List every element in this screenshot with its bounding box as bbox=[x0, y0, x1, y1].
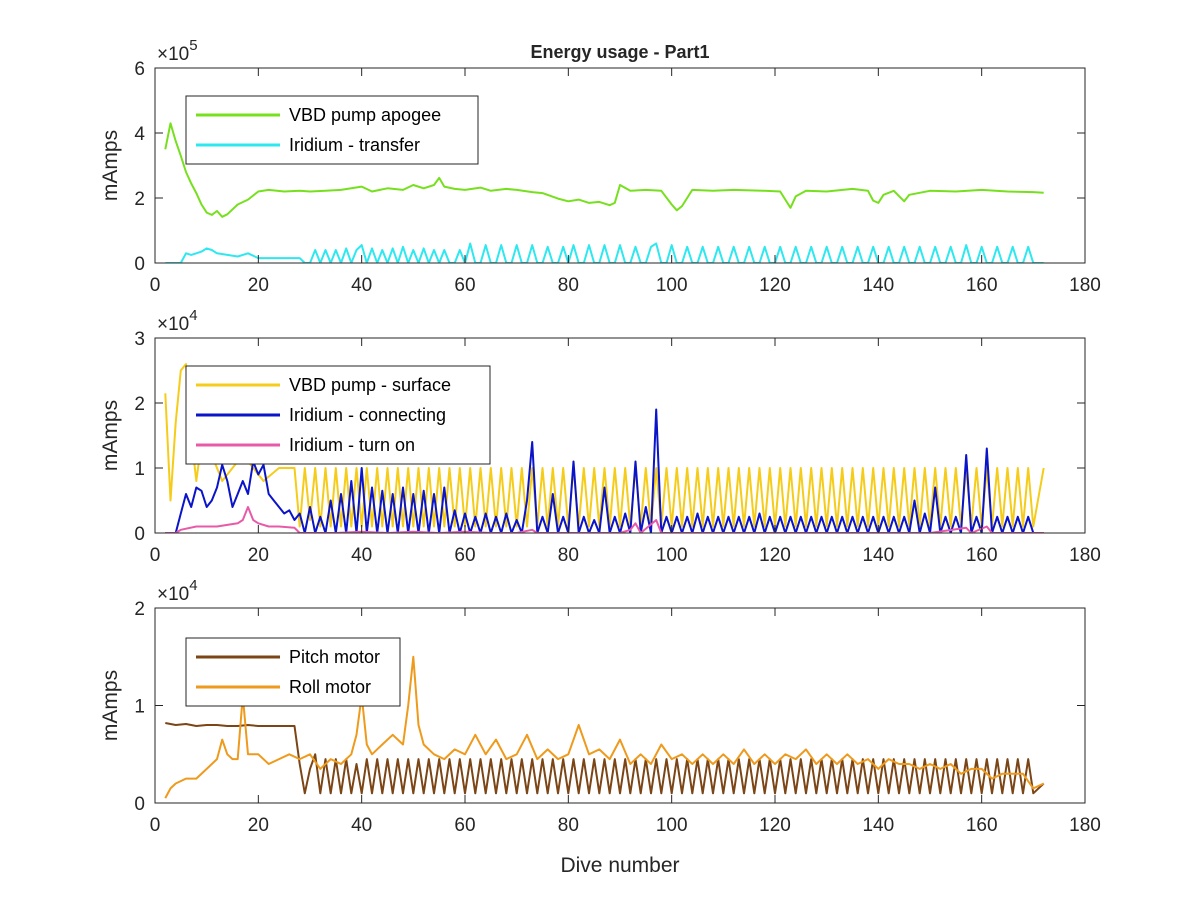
y-tick-label: 1 bbox=[134, 697, 145, 718]
y-tick-label: 0 bbox=[134, 794, 145, 815]
y-axis-multiplier-base: ×10 bbox=[157, 44, 189, 65]
y-tick-label: 2 bbox=[134, 394, 145, 415]
x-tick-label: 160 bbox=[966, 545, 998, 566]
series-line-2-2 bbox=[165, 408, 1044, 533]
x-tick-label: 80 bbox=[558, 815, 579, 836]
x-tick-label: 160 bbox=[966, 275, 998, 296]
x-tick-label: 40 bbox=[351, 275, 372, 296]
x-tick-label: 0 bbox=[150, 815, 161, 836]
y-tick-label: 4 bbox=[134, 124, 145, 145]
y-axis-multiplier: ×105 bbox=[157, 37, 198, 65]
subplot-3: 0 20 40 60 80 100 120 140 160 180 0 1 2 ×104 mAmps Pitc… bbox=[99, 577, 1101, 836]
y-tick-label: 2 bbox=[134, 189, 145, 210]
x-tick-label: 140 bbox=[862, 545, 894, 566]
y-axis-multiplier: ×104 bbox=[157, 577, 198, 605]
x-tick-label: 160 bbox=[966, 815, 998, 836]
y-tick-label: 3 bbox=[134, 329, 145, 350]
series-line-3-2 bbox=[164, 655, 1045, 799]
series-line-1-2 bbox=[165, 242, 1044, 263]
x-tick-label: 120 bbox=[759, 275, 791, 296]
x-tick-label: 180 bbox=[1069, 545, 1101, 566]
x-tick-label: 40 bbox=[351, 815, 372, 836]
x-tick-label: 140 bbox=[862, 275, 894, 296]
legend-box bbox=[185, 637, 401, 707]
series-line-2-3 bbox=[165, 506, 1044, 533]
x-tick-label: 60 bbox=[454, 545, 475, 566]
subplot-1: 0 20 40 60 80 100 120 140 160 180 0 2 4 6 ×105 mAmps VBD… bbox=[99, 37, 1101, 296]
y-tick-label: 0 bbox=[134, 524, 145, 545]
y-tick-label: 6 bbox=[134, 59, 145, 80]
axes-box-2 bbox=[154, 337, 1086, 534]
x-tick-label: 40 bbox=[351, 545, 372, 566]
x-tick-label: 0 bbox=[150, 545, 161, 566]
y-tick-label: 1 bbox=[134, 459, 145, 480]
x-tick-label: 180 bbox=[1069, 815, 1101, 836]
x-tick-label: 140 bbox=[862, 815, 894, 836]
x-tick-label: 80 bbox=[558, 545, 579, 566]
subplot-2: 0 20 40 60 80 100 120 140 160 180 0 1 2 3 ×104 mAmps VBD… bbox=[99, 307, 1101, 566]
x-tick-label: 20 bbox=[248, 275, 269, 296]
legend-box bbox=[185, 95, 479, 165]
legend-label: Roll motor bbox=[289, 677, 371, 697]
axes-box-1 bbox=[154, 67, 1086, 264]
legend-3: Pitch motor Roll motor bbox=[185, 637, 401, 707]
y-axis-multiplier: ×104 bbox=[157, 307, 198, 335]
y-axis-multiplier-base: ×10 bbox=[157, 314, 189, 335]
legend-2: VBD pump - surface Iridium - connecting Ir… bbox=[185, 365, 491, 465]
x-tick-label: 60 bbox=[454, 815, 475, 836]
y-axis-multiplier-exponent: 4 bbox=[189, 577, 197, 594]
x-tick-label: 100 bbox=[656, 815, 688, 836]
x-tick-label: 120 bbox=[759, 545, 791, 566]
x-tick-label: 0 bbox=[150, 275, 161, 296]
legend-label: VBD pump - surface bbox=[289, 375, 451, 395]
series-line-2-1 bbox=[164, 363, 1045, 528]
x-tick-label: 20 bbox=[248, 815, 269, 836]
x-tick-label: 100 bbox=[656, 545, 688, 566]
y-axis-label: mAmps bbox=[99, 400, 122, 471]
x-tick-label: 120 bbox=[759, 815, 791, 836]
legend-label: Iridium - transfer bbox=[289, 135, 420, 155]
y-tick-label: 0 bbox=[134, 254, 145, 275]
x-tick-label: 180 bbox=[1069, 275, 1101, 296]
x-tick-label: 20 bbox=[248, 545, 269, 566]
legend-label: Iridium - connecting bbox=[289, 405, 446, 425]
legend-label: Iridium - turn on bbox=[289, 435, 415, 455]
y-axis-label: mAmps bbox=[99, 130, 122, 201]
y-axis-multiplier-exponent: 4 bbox=[189, 307, 197, 324]
y-tick-label: 2 bbox=[134, 599, 145, 620]
y-axis-multiplier-exponent: 5 bbox=[189, 37, 197, 54]
series-line-1-1 bbox=[164, 122, 1044, 218]
y-axis-label: mAmps bbox=[99, 670, 122, 741]
x-tick-label: 100 bbox=[656, 275, 688, 296]
legend-1: VBD pump apogee Iridium - transfer bbox=[185, 95, 479, 165]
x-tick-label: 80 bbox=[558, 275, 579, 296]
legend-label: Pitch motor bbox=[289, 647, 380, 667]
x-axis-label: Dive number bbox=[560, 854, 679, 877]
legend-label: VBD pump apogee bbox=[289, 105, 441, 125]
x-tick-label: 60 bbox=[454, 275, 475, 296]
chart-title: Energy usage - Part1 bbox=[530, 42, 709, 62]
y-axis-multiplier-base: ×10 bbox=[157, 584, 189, 605]
